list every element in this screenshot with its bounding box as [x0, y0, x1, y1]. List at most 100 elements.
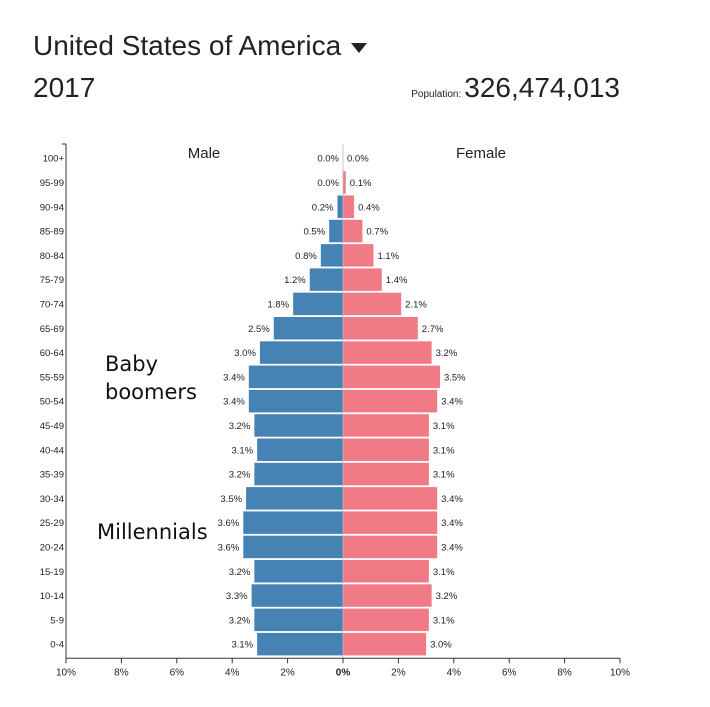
female-value-label: 3.1%	[433, 421, 455, 432]
male-bar	[309, 268, 343, 291]
female-value-label: 3.0%	[430, 640, 452, 651]
male-bar	[329, 219, 343, 243]
female-value-label: 3.1%	[433, 445, 455, 456]
female-value-label: 3.5%	[444, 372, 466, 383]
age-label: 70-74	[40, 299, 64, 310]
female-value-label: 3.1%	[433, 470, 455, 481]
age-label: 100+	[43, 154, 65, 165]
population-value: 326,474,013	[464, 72, 620, 103]
population-readout: Population: 326,474,013	[411, 72, 620, 104]
age-label: 95-99	[40, 178, 64, 189]
male-bar	[337, 195, 343, 218]
male-value-label: 0.8%	[295, 251, 317, 262]
female-value-label: 3.1%	[433, 615, 455, 626]
female-bar	[343, 341, 432, 364]
male-value-label: 3.2%	[229, 470, 251, 481]
female-bar	[343, 219, 363, 243]
male-bar	[254, 560, 343, 583]
male-bar	[259, 341, 343, 364]
female-bar	[343, 462, 429, 486]
male-value-label: 0.0%	[317, 154, 339, 165]
legend-female: Female	[456, 145, 506, 162]
female-bar	[343, 608, 429, 632]
female-bar	[343, 535, 438, 559]
female-value-label: 0.4%	[358, 202, 380, 213]
x-tick-label: 8%	[557, 667, 572, 678]
male-bar	[257, 632, 343, 656]
female-value-label: 3.4%	[441, 494, 463, 505]
male-value-label: 3.4%	[223, 397, 245, 408]
male-bar	[293, 292, 343, 316]
female-bars	[343, 171, 440, 656]
female-value-label: 1.4%	[386, 275, 408, 286]
age-label: 60-64	[40, 348, 64, 359]
age-label: 50-54	[40, 397, 64, 408]
x-tick-label: 6%	[170, 667, 185, 678]
female-bar	[343, 268, 382, 291]
male-value-label: 0.5%	[303, 227, 325, 238]
female-value-label: 0.1%	[350, 178, 372, 189]
annotation-baby-boomers: Baby boomers	[105, 352, 197, 404]
annotation-millennials: Millennials	[97, 520, 208, 544]
female-bar	[343, 487, 438, 510]
male-value-label: 3.2%	[229, 421, 251, 432]
population-pyramid-chart: 100+ 95-99 90-94 85-89 80-84 75-79 70-74 65-69 6…	[40, 143, 630, 678]
male-bar	[254, 414, 343, 437]
x-tick-label: 10%	[56, 667, 76, 678]
male-value-label: 3.1%	[231, 640, 253, 651]
age-label: 20-24	[40, 542, 64, 553]
age-label: 0-4	[50, 640, 64, 651]
x-tick-label: 2%	[280, 667, 295, 678]
female-bar	[343, 365, 440, 389]
age-label: 80-84	[40, 251, 64, 262]
female-bar	[343, 438, 429, 461]
age-label: 35-39	[40, 470, 64, 481]
x-tick-label: 2%	[391, 667, 406, 678]
male-value-label: 2.5%	[248, 324, 270, 335]
age-group-labels: 100+ 95-99 90-94 85-89 80-84 75-79 70-74 65-69 6…	[40, 154, 65, 651]
female-bar	[343, 244, 374, 267]
female-value-label: 3.1%	[433, 567, 455, 578]
age-label: 75-79	[40, 275, 64, 286]
age-label: 5-9	[50, 615, 64, 626]
age-label: 65-69	[40, 324, 64, 335]
female-value-label: 3.4%	[441, 518, 463, 529]
male-bar	[273, 317, 343, 340]
male-value-label: 3.1%	[231, 445, 253, 456]
age-label: 90-94	[40, 202, 64, 213]
male-bar	[243, 535, 343, 559]
country-dropdown[interactable]: United States of America	[33, 30, 368, 62]
male-bar	[320, 244, 343, 267]
male-value-label: 3.0%	[234, 348, 256, 359]
age-label: 15-19	[40, 567, 64, 578]
male-value-label: 3.4%	[223, 372, 245, 383]
female-bar	[343, 389, 438, 413]
male-bar	[248, 389, 343, 413]
female-value-label: 3.4%	[441, 542, 463, 553]
male-value-label: 1.2%	[284, 275, 306, 286]
female-bar	[343, 317, 418, 340]
male-value-label: 0.0%	[317, 178, 339, 189]
female-bar	[343, 171, 346, 194]
female-bar	[343, 632, 427, 656]
triangle-down-icon[interactable]	[351, 43, 368, 53]
age-label: 40-44	[40, 445, 64, 456]
male-bar	[257, 438, 343, 461]
male-value-label: 0.2%	[312, 202, 334, 213]
female-bar	[343, 414, 429, 437]
country-name: United States of America	[33, 30, 342, 61]
male-value-label: 3.6%	[218, 518, 240, 529]
male-value-label: 3.6%	[218, 542, 240, 553]
male-bar	[251, 584, 343, 607]
female-bar	[343, 292, 402, 316]
x-tick-label: 8%	[114, 667, 129, 678]
age-label: 25-29	[40, 518, 64, 529]
female-value-label: 3.2%	[436, 348, 458, 359]
male-value-label: 1.8%	[267, 299, 289, 310]
male-bars	[243, 195, 343, 656]
male-bar	[248, 365, 343, 389]
value-labels: 0.0% 0.0% 0.0% 0.1% 0.2% 0.4% 0.5% 0.7% 0.8% 1.1%…	[218, 154, 467, 651]
female-value-label: 0.7%	[366, 227, 388, 238]
male-value-label: 3.5%	[220, 494, 242, 505]
age-label: 55-59	[40, 372, 64, 383]
